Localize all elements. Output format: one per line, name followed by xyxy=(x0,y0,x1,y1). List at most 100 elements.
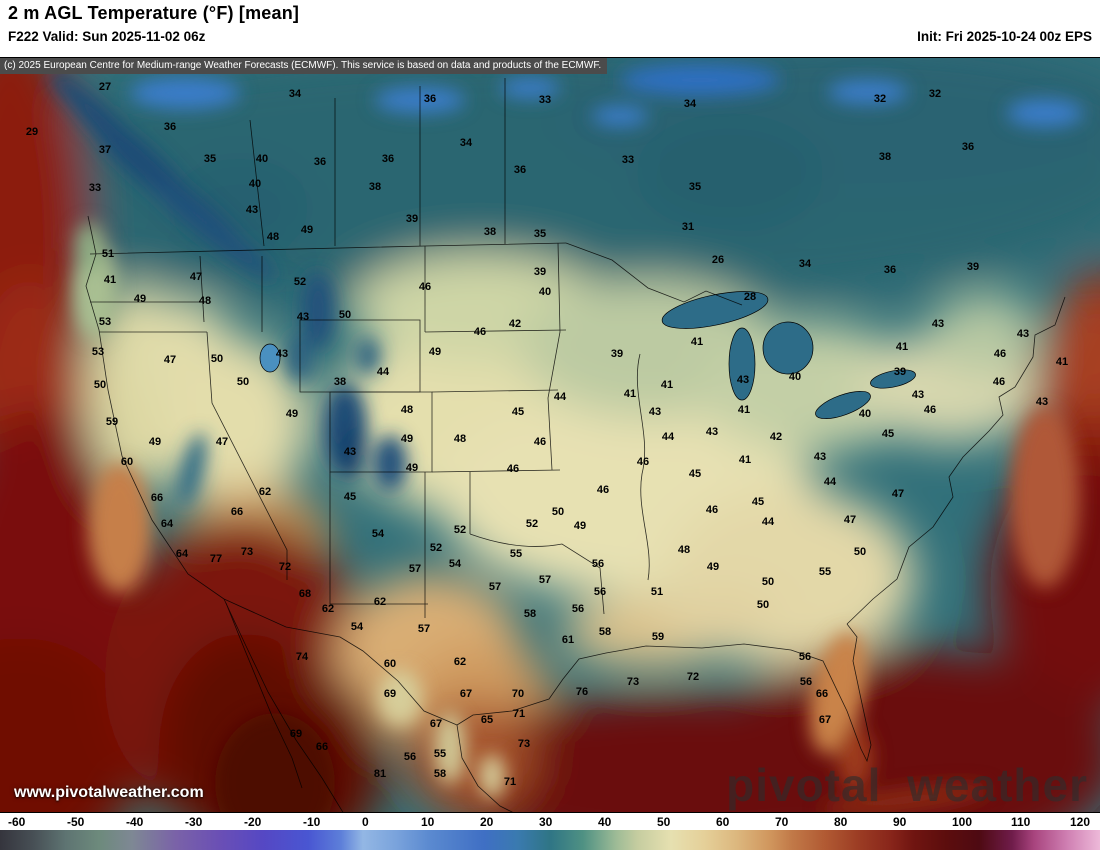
temperature-colorbar: -60 -50 -40 -30 -20 -10 0 10 20 30 40 50 60 70 80 90 100… xyxy=(0,813,1100,850)
temp-label: 46 xyxy=(596,484,610,496)
temp-label: 41 xyxy=(738,454,752,466)
temp-label: 36 xyxy=(883,264,897,276)
temp-label: 28 xyxy=(743,291,757,303)
init-time: Init: Fri 2025-10-24 00z EPS xyxy=(917,29,1092,44)
temp-label: 66 xyxy=(315,741,329,753)
temperature-field xyxy=(0,58,1100,812)
temp-label: 41 xyxy=(1055,356,1069,368)
temp-label: 43 xyxy=(245,204,259,216)
temp-label: 67 xyxy=(429,718,443,730)
temp-label: 35 xyxy=(533,228,547,240)
temp-label: 36 xyxy=(961,141,975,153)
temp-label: 38 xyxy=(483,226,497,238)
colorbar-gradient xyxy=(0,830,1100,850)
temp-label: 56 xyxy=(798,651,812,663)
colorbar-tick-row: -60 -50 -40 -30 -20 -10 0 10 20 30 40 50 60 70 80 90 100… xyxy=(0,813,1100,830)
temp-label: 35 xyxy=(203,153,217,165)
temp-label: 66 xyxy=(150,492,164,504)
temp-label: 56 xyxy=(571,603,585,615)
temp-label: 44 xyxy=(761,516,775,528)
temp-label: 39 xyxy=(405,213,419,225)
temp-label: 43 xyxy=(736,374,750,386)
temp-label: 41 xyxy=(737,404,751,416)
temp-label: 40 xyxy=(538,286,552,298)
colorbar-tick: 10 xyxy=(421,815,435,829)
temp-label: 52 xyxy=(453,524,467,536)
temp-label: 57 xyxy=(488,581,502,593)
temp-label: 77 xyxy=(209,553,223,565)
temp-label: 26 xyxy=(711,254,725,266)
temp-label: 36 xyxy=(513,164,527,176)
temp-label: 72 xyxy=(278,561,292,573)
temp-label: 34 xyxy=(288,88,302,100)
temp-label: 36 xyxy=(163,121,177,133)
temp-label: 46 xyxy=(705,504,719,516)
temp-label: 49 xyxy=(706,561,720,573)
temp-label: 38 xyxy=(368,181,382,193)
temp-label: 58 xyxy=(523,608,537,620)
temp-label: 49 xyxy=(405,462,419,474)
temp-label: 58 xyxy=(598,626,612,638)
temp-label: 56 xyxy=(799,676,813,688)
copyright-bar: (c) 2025 European Centre for Medium-rang… xyxy=(0,58,608,74)
temp-label: 54 xyxy=(371,528,385,540)
temp-label: 73 xyxy=(517,738,531,750)
temp-label: 49 xyxy=(285,408,299,420)
temp-label: 71 xyxy=(512,708,526,720)
temp-label: 43 xyxy=(1035,396,1049,408)
temp-label: 32 xyxy=(928,88,942,100)
colorbar-tick: 30 xyxy=(539,815,553,829)
temp-label: 40 xyxy=(788,371,802,383)
temp-label: 40 xyxy=(255,153,269,165)
colorbar-tick: 70 xyxy=(775,815,789,829)
temp-label: 43 xyxy=(275,348,289,360)
temp-label: 45 xyxy=(511,406,525,418)
temp-label: 62 xyxy=(453,656,467,668)
temp-label: 66 xyxy=(815,688,829,700)
colorbar-tick: 40 xyxy=(598,815,612,829)
colorbar-tick: 20 xyxy=(480,815,494,829)
temp-label: 42 xyxy=(508,318,522,330)
temp-label: 55 xyxy=(818,566,832,578)
temp-label: 47 xyxy=(215,436,229,448)
temp-label: 66 xyxy=(230,506,244,518)
temp-label: 49 xyxy=(573,520,587,532)
temp-label: 48 xyxy=(400,404,414,416)
temp-label: 40 xyxy=(858,408,872,420)
temp-label: 45 xyxy=(688,468,702,480)
temp-label: 46 xyxy=(473,326,487,338)
temp-label: 43 xyxy=(931,318,945,330)
temp-label: 56 xyxy=(403,751,417,763)
temp-label: 45 xyxy=(751,496,765,508)
temp-label: 54 xyxy=(448,558,462,570)
temp-labels-layer: 27 34 36 33 34 32 32 29 36 37 35 40 36 36 34 36 33 38 36 33… xyxy=(0,58,1100,812)
temp-label: 62 xyxy=(373,596,387,608)
colorbar-tick: -10 xyxy=(303,815,321,829)
temp-label: 62 xyxy=(321,603,335,615)
temp-label: 52 xyxy=(525,518,539,530)
colorbar-tick: 120 xyxy=(1070,815,1091,829)
temp-label: 64 xyxy=(175,548,189,560)
brand-watermark: pivotal weather xyxy=(726,759,1088,811)
temp-label: 37 xyxy=(98,144,112,156)
header: 2 m AGL Temperature (°F) [mean] F222 Val… xyxy=(0,0,1100,57)
temp-label: 46 xyxy=(993,348,1007,360)
temp-label: 46 xyxy=(506,463,520,475)
temp-label: 38 xyxy=(333,376,347,388)
temp-label: 39 xyxy=(966,261,980,273)
temp-label: 41 xyxy=(660,379,674,391)
temp-label: 43 xyxy=(1016,328,1030,340)
temp-label: 81 xyxy=(373,768,387,780)
temp-label: 34 xyxy=(459,137,473,149)
temp-label: 49 xyxy=(133,293,147,305)
temp-label: 64 xyxy=(160,518,174,530)
temp-label: 31 xyxy=(681,221,695,233)
temp-label: 70 xyxy=(511,688,525,700)
temp-label: 48 xyxy=(677,544,691,556)
temp-label: 43 xyxy=(911,389,925,401)
temp-label: 49 xyxy=(300,224,314,236)
temp-label: 33 xyxy=(538,94,552,106)
colorbar-tick: 110 xyxy=(1011,815,1031,829)
temp-label: 39 xyxy=(893,366,907,378)
temp-label: 46 xyxy=(992,376,1006,388)
